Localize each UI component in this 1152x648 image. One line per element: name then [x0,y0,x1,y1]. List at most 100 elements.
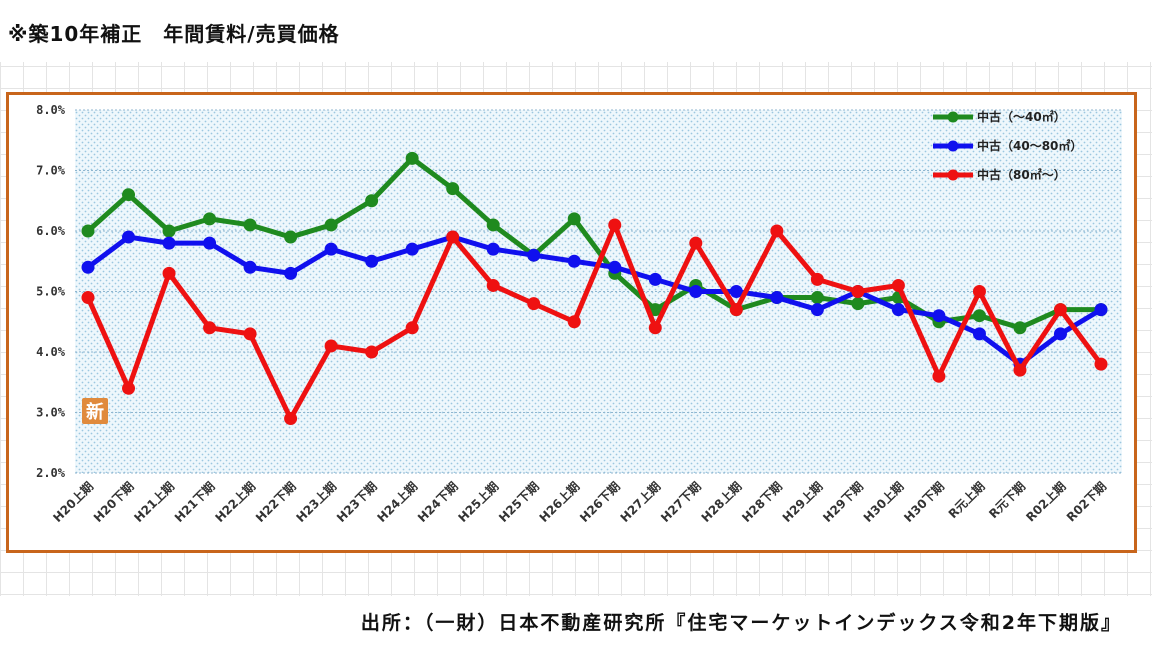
data-point [932,369,946,383]
data-point [162,224,176,238]
data-point [162,266,176,280]
x-tick-label: R02上期 [1023,479,1069,525]
data-point [122,230,136,244]
x-tick-label: H26下期 [576,479,622,525]
x-tick-label: H25上期 [455,479,501,525]
x-tick-label: H30下期 [901,479,947,525]
x-tick-label: H23上期 [293,479,339,525]
data-point [203,321,217,335]
x-tick-label: H24上期 [374,479,420,525]
x-tick-label: H22上期 [212,479,258,525]
gridlines [75,109,1122,474]
source-note: 出所：（一財）日本不動産研究所『住宅マーケットインデックス令和2年下期版』 [360,612,1122,634]
header-band [0,0,1152,62]
x-tick-label: H29下期 [820,479,866,525]
data-point [365,345,379,359]
data-point [405,321,419,335]
data-point [405,151,419,165]
series-line [86,155,1101,331]
data-point [162,236,176,250]
data-point [729,303,743,317]
y-axis: 8.0% 7.0% 6.0% 5.0% 4.0% 3.0% 2.0% [36,103,66,480]
data-point [486,218,500,232]
data-point [972,285,986,298]
y-tick-label: 4.0% [36,345,66,359]
data-point [1013,321,1027,335]
data-point [81,260,95,274]
data-point [689,236,703,250]
x-tick-label: H22下期 [252,479,298,525]
x-tick-label: R元下期 [985,479,1028,522]
data-point [324,339,338,353]
x-tick-label: H28下期 [738,479,784,525]
new-badge: 新 [82,398,108,424]
y-tick-label: 8.0% [36,103,66,117]
data-point [729,285,743,298]
data-point [851,285,865,298]
data-point [284,230,298,244]
legend-swatch-marker [947,111,959,123]
data-point [810,291,824,305]
legend-label: 中古（40～80㎡） [977,138,1082,153]
data-point [486,242,500,256]
y-tick-label: 6.0% [36,224,66,238]
series-line [85,222,1104,422]
data-point [527,248,541,262]
data-point [203,236,217,250]
data-point [567,254,581,268]
data-point [972,327,986,341]
series-3 [81,218,1108,426]
x-tick-label: H21上期 [131,479,177,525]
data-point [1094,303,1108,317]
data-point [324,242,338,256]
data-point [203,212,217,226]
data-point [608,218,622,232]
footer-band [0,596,1152,648]
data-point [567,315,581,329]
x-tick-label: R02下期 [1063,479,1109,525]
data-point [365,194,379,208]
data-point [81,224,95,238]
data-point [972,309,986,323]
data-point [851,297,865,311]
legend: 中古（～40㎡） 中古（40～80㎡） 中古（80㎡～） [933,109,1082,182]
data-point [932,309,946,323]
legend-item: 中古（40～80㎡） [933,138,1082,153]
legend-label: 中古（80㎡～） [977,167,1066,182]
data-point [446,230,460,244]
data-point [810,303,824,317]
legend-item: 中古（～40㎡） [933,109,1066,124]
x-tick-label: H29上期 [779,479,825,525]
series-line [86,234,1103,367]
legend-label: 中古（～40㎡） [977,109,1066,124]
x-tick-label: H27上期 [617,479,663,525]
y-tick-label: 2.0% [36,466,66,480]
x-tick-label: R元上期 [945,479,988,522]
data-point [527,297,541,311]
legend-swatch-marker [947,169,959,181]
y-tick-label: 3.0% [36,406,66,420]
data-point [567,212,581,226]
data-point [770,224,784,238]
x-tick-label: H20上期 [50,479,96,525]
data-point [122,188,136,202]
x-tick-label: H28上期 [698,479,744,525]
x-tick-label: H24下期 [414,479,460,525]
data-point [810,272,824,286]
data-point [365,254,379,268]
x-axis: H20上期H20下期H21上期H21下期H22上期H22下期H23上期H23下期… [50,479,1109,525]
data-point [689,285,703,298]
x-tick-label: H26上期 [536,479,582,525]
data-point [446,182,460,196]
page-title: ※築10年補正 年間賃料/売買価格 [8,22,340,46]
data-point [1013,363,1027,377]
x-tick-label: H20下期 [90,479,136,525]
data-point [284,266,298,280]
data-point [405,242,419,256]
data-point [770,291,784,305]
y-tick-label: 5.0% [36,285,66,299]
legend-swatch-marker [947,140,959,152]
data-point [891,303,905,317]
data-point [243,260,257,274]
